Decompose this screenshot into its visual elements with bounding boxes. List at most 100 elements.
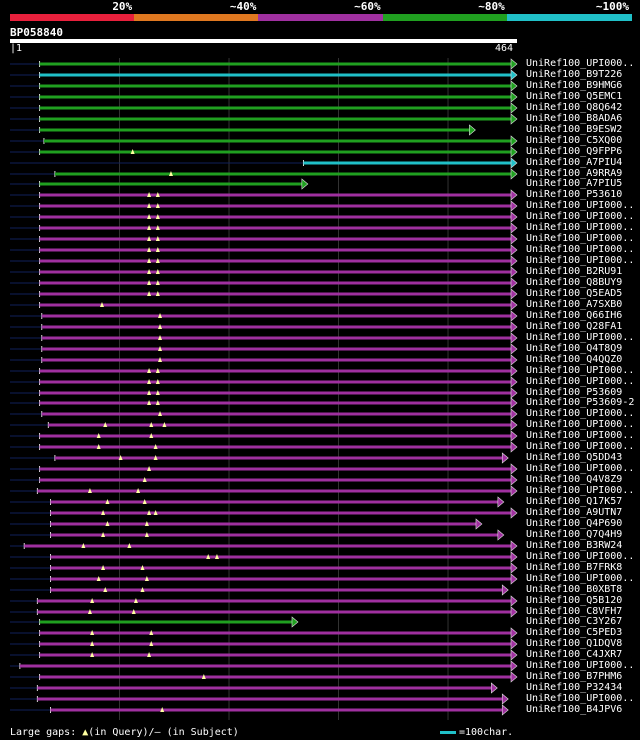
hit-row[interactable] [10,113,518,125]
hit-label[interactable]: UniRef100_B4JPV6 [526,704,623,715]
hit-row[interactable] [10,58,518,70]
hit-label[interactable]: UniRef100_A7PIU5 [526,178,623,189]
hit-row[interactable] [10,255,518,267]
hit-label[interactable]: UniRef100_Q5EAD5 [526,288,623,299]
hit-row[interactable] [10,660,518,672]
hit-label[interactable]: UniRef100_UPI000.. [526,573,635,584]
hit-label[interactable]: UniRef100_B3RW24 [526,540,623,551]
hit-label[interactable]: UniRef100_Q4P690 [526,518,623,529]
hit-label[interactable]: UniRef100_Q5B120 [526,595,623,606]
hit-label[interactable]: UniRef100_UPI000.. [526,551,635,562]
hit-row[interactable] [10,365,518,377]
hit-label[interactable]: UniRef100_B7FRK8 [526,562,623,573]
hit-row[interactable] [10,178,309,190]
hit-label[interactable]: UniRef100_B8ADA6 [526,113,623,124]
hit-row[interactable] [10,562,518,574]
hit-row[interactable] [10,102,518,114]
hit-label[interactable]: UniRef100_Q4QQZ0 [526,354,623,365]
hit-label[interactable]: UniRef100_UPI000.. [526,244,635,255]
hit-row[interactable] [10,463,518,475]
hit-row[interactable] [10,200,518,212]
hit-row[interactable] [10,91,518,103]
hit-row[interactable] [10,80,518,92]
hit-label[interactable]: UniRef100_P53609 [526,387,623,398]
hit-label[interactable]: UniRef100_C5PED3 [526,627,623,638]
hit-row[interactable] [10,704,509,716]
hit-row[interactable] [10,310,518,322]
hit-row[interactable] [10,343,518,355]
hit-label[interactable]: UniRef100_UPI000.. [526,211,635,222]
hit-label[interactable]: UniRef100_UPI000.. [526,200,635,211]
hit-label[interactable]: UniRef100_B9ESW2 [526,124,623,135]
hit-label[interactable]: UniRef100_P32434 [526,682,623,693]
hit-row[interactable] [10,529,505,541]
hit-row[interactable] [10,332,518,344]
hit-row[interactable] [10,124,476,136]
hit-row[interactable] [10,146,518,158]
hit-label[interactable]: UniRef100_C8VFH7 [526,606,623,617]
hit-row[interactable] [10,430,518,442]
hit-row[interactable] [10,485,518,497]
hit-label[interactable]: UniRef100_Q66IH6 [526,310,623,321]
hit-row[interactable] [10,419,518,431]
hit-row[interactable] [10,69,518,81]
hit-label[interactable]: UniRef100_C4JXR7 [526,649,623,660]
hit-label[interactable]: UniRef100_A9RRA9 [526,168,623,179]
hit-label[interactable]: UniRef100_Q28FA1 [526,321,623,332]
hit-label[interactable]: UniRef100_UPI000.. [526,441,635,452]
hit-row[interactable] [10,682,498,694]
hit-row[interactable] [10,606,518,618]
hit-label[interactable]: UniRef100_P53610 [526,189,623,200]
hit-label[interactable]: UniRef100_UPI000.. [526,255,635,266]
hit-row[interactable] [10,671,518,683]
hit-row[interactable] [10,616,299,628]
hit-row[interactable] [10,474,518,486]
hit-label[interactable]: UniRef100_UPI000.. [526,58,635,69]
hit-label[interactable]: UniRef100_P53609-2 [526,397,635,408]
hit-row[interactable] [10,595,518,607]
hit-row[interactable] [10,638,518,650]
hit-label[interactable]: UniRef100_A7PIU4 [526,157,623,168]
hit-row[interactable] [10,222,518,234]
hit-label[interactable]: UniRef100_UPI000.. [526,693,635,704]
hit-row[interactable] [10,266,518,278]
hit-row[interactable] [10,211,518,223]
hit-row[interactable] [10,277,518,289]
hit-row[interactable] [10,157,518,169]
hit-row[interactable] [10,627,518,639]
hit-label[interactable]: UniRef100_B0XBT8 [526,584,623,595]
hit-label[interactable]: UniRef100_C3Y267 [526,616,623,627]
hit-label[interactable]: UniRef100_Q5DD43 [526,452,623,463]
hit-row[interactable] [10,408,518,420]
hit-row[interactable] [10,189,518,201]
hit-label[interactable]: UniRef100_UPI000.. [526,365,635,376]
hit-label[interactable]: UniRef100_UPI000.. [526,419,635,430]
hit-row[interactable] [10,507,518,519]
hit-row[interactable] [10,233,518,245]
hit-label[interactable]: UniRef100_B9HMG6 [526,80,623,91]
hit-label[interactable]: UniRef100_B7PHM6 [526,671,623,682]
hit-row[interactable] [10,288,518,300]
hit-row[interactable] [10,135,518,147]
hit-label[interactable]: UniRef100_UPI000.. [526,233,635,244]
hit-label[interactable]: UniRef100_UPI000.. [526,485,635,496]
hit-label[interactable]: UniRef100_Q5EMC1 [526,91,623,102]
hit-label[interactable]: UniRef100_UPI000.. [526,408,635,419]
hit-row[interactable] [10,397,518,409]
hit-label[interactable]: UniRef100_UPI000.. [526,430,635,441]
hit-row[interactable] [10,387,518,399]
hit-row[interactable] [10,321,518,333]
hit-label[interactable]: UniRef100_A7SXB0 [526,299,623,310]
hit-label[interactable]: UniRef100_UPI000.. [526,660,635,671]
hit-label[interactable]: UniRef100_UPI000.. [526,376,635,387]
hit-row[interactable] [10,649,518,661]
hit-row[interactable] [10,244,518,256]
hit-label[interactable]: UniRef100_Q17K57 [526,496,623,507]
hit-row[interactable] [10,168,518,180]
hit-label[interactable]: UniRef100_A9UTN7 [526,507,623,518]
hit-row[interactable] [10,551,518,563]
hit-row[interactable] [10,376,518,388]
hit-label[interactable]: UniRef100_UPI000.. [526,222,635,233]
hit-row[interactable] [10,496,505,508]
hit-row[interactable] [10,584,509,596]
